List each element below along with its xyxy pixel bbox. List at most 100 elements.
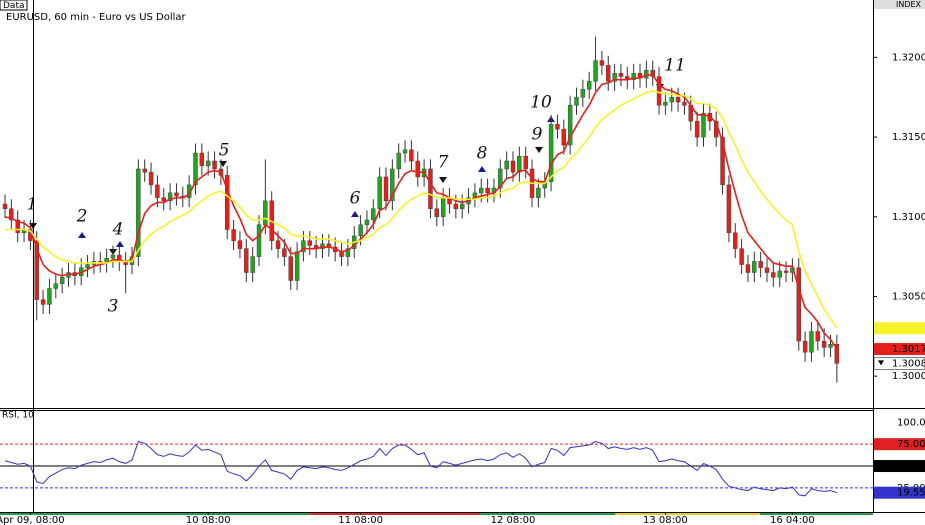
candle-body [155,184,160,198]
candle-body [606,65,611,82]
candle-body [523,156,528,170]
candle-body [15,219,20,233]
candle-body [193,152,198,186]
candle-body [701,112,706,138]
candle-body [517,156,522,173]
level-box [874,438,925,451]
candle-body [656,76,662,106]
candle-body [402,149,408,154]
candle-body [225,175,230,230]
session-bar [615,513,760,515]
candle-body [231,229,236,241]
y-tick-label: 50.00 [897,461,925,472]
candle-body [53,283,58,289]
candle-body [9,208,14,221]
annotation: 7 [438,153,449,173]
x-tick-label: 16 04:00 [770,515,815,525]
candle-body [733,232,738,249]
session-bar [480,513,615,515]
candle-body [34,240,39,300]
annotation: 11 [664,56,686,76]
annotation: 3 [108,297,119,317]
candle-body [758,261,763,268]
candle-body [396,152,401,170]
ma-slow-last-box [874,322,925,335]
index-box [874,0,925,9]
candle-body [593,60,598,82]
candle-body [85,264,90,268]
candle-body [409,149,414,162]
candle-body [212,160,217,170]
candle-body [764,267,770,273]
candle-body [580,89,586,98]
x-tick-label: Apr 09, 08:00 [0,515,65,525]
session-bar [155,513,310,515]
candle-body [275,240,281,249]
candle-body [618,73,624,77]
annotation: 4 [112,220,124,240]
x-tick-label: 11 08:00 [338,515,383,525]
candle-body [110,254,116,259]
candle-body [555,124,560,130]
data-tab[interactable] [0,0,28,11]
line-series [5,90,838,329]
candle-body [307,240,312,246]
level-box [874,460,925,473]
candle-body [752,261,757,273]
price-grid [873,56,877,377]
candle-body [504,160,509,170]
candle-body [536,187,541,198]
x-tick-label: 12 08:00 [491,515,536,525]
candle-body [745,264,751,273]
candle-body [428,168,433,209]
candle-body [675,97,681,103]
candle-body [498,168,503,189]
last-price-box [873,357,925,370]
line-series [4,74,838,350]
x-tick-label: 13 08:00 [643,515,688,525]
candle-body [263,200,268,225]
candle-body [59,277,65,284]
candle-body [40,299,46,305]
candle-body [390,168,395,202]
candle-body [282,248,287,257]
candle-body [136,168,141,257]
session-bar [760,513,873,515]
candle-body [777,270,782,278]
candle-body [631,73,636,80]
candle-body [682,101,687,106]
candle-body [783,270,789,273]
up-arrow [478,166,486,172]
session-bar [0,513,155,515]
candle-body [821,340,827,348]
down-arrow [439,177,447,183]
candle-body [383,176,389,202]
annotation: 8 [477,144,488,164]
candle-body [161,197,166,202]
candle-body [726,184,732,233]
candle-body [612,73,617,82]
annotation: 5 [219,141,230,161]
candle-body [548,124,554,182]
candle-body [485,187,490,194]
candle-body [167,192,173,202]
up-arrow [351,211,359,217]
y-tick-label: 75.00 [897,439,925,450]
candle-body [771,272,776,278]
candle-body [479,187,484,194]
candle-body [199,152,205,166]
y-tick-label: 1.3000 [892,371,925,382]
candle-body [371,208,376,221]
candle-body [345,248,351,257]
annotation: 6 [350,189,361,209]
chart-title: EURUSD, 60 min - Euro vs US Dollar [6,12,187,23]
candle-body [663,101,668,106]
candle-body [148,171,154,186]
candle-body [453,203,459,209]
rsi-last-label: 19.55 [897,488,925,499]
y-tick-label: 1.3050 [892,291,925,302]
annotation: 10 [530,93,552,113]
candle-body [815,331,820,342]
ma-fast-last-box [874,343,925,356]
